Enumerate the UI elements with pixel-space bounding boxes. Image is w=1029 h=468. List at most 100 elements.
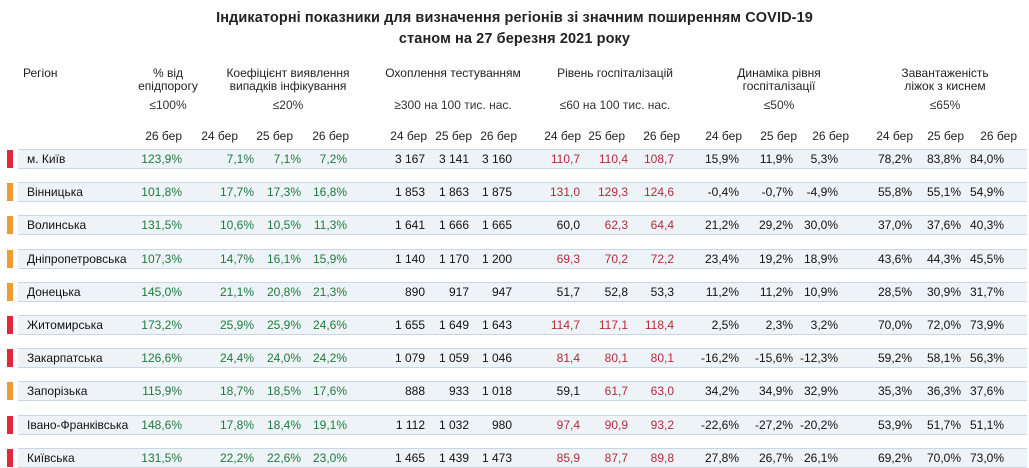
table-row: Івано-Франківська 148,6% 17,8% 18,4% 19,1% 1 … <box>0 415 1029 435</box>
table-row: Запорізька 115,9% 18,7% 18,5% 17,6% 888 933 1 0… <box>0 381 1029 401</box>
cell-detection-26: 19,1% <box>312 418 347 432</box>
cell-hosp-25: 90,9 <box>604 418 628 432</box>
table-row: Волинська 131,5% 10,6% 10,5% 11,3% 1 641 1 666… <box>0 215 1029 235</box>
cell-hosp-24: 81,4 <box>556 351 580 365</box>
cell-hosp-24: 97,4 <box>556 418 580 432</box>
cell-detection-25: 22,6% <box>266 451 301 465</box>
cell-threshold: 173,2% <box>141 318 182 332</box>
cell-testing-25: 933 <box>448 384 469 398</box>
cell-oxygen-24: 28,5% <box>877 285 912 299</box>
cell-testing-24: 1 112 <box>395 418 425 432</box>
cell-dynamics-26: 18,9% <box>803 252 838 266</box>
cell-testing-25: 1 439 <box>438 451 469 465</box>
orange-status-marker <box>7 216 13 234</box>
cell-dynamics-24: 2,5% <box>711 318 739 332</box>
cell-testing-26: 980 <box>491 418 512 432</box>
red-status-marker <box>7 416 13 434</box>
cell-detection-24: 17,7% <box>219 185 254 199</box>
cell-dynamics-25: 11,9% <box>759 152 793 166</box>
table-row: Закарпатська 126,6% 24,4% 24,0% 24,2% 1 079 1 … <box>0 348 1029 368</box>
cell-hosp-24: 51,7 <box>556 285 580 299</box>
date-testing-25: 25 бер <box>435 129 472 143</box>
cell-detection-24: 10,6% <box>219 218 254 232</box>
table-title: Індикаторні показники для визначення рег… <box>216 10 813 26</box>
red-status-marker <box>7 316 13 334</box>
cell-oxygen-26: 37,6% <box>969 384 1004 398</box>
table-subtitle: станом на 27 березня 2021 року <box>398 31 631 47</box>
cell-testing-26: 1 200 <box>481 252 512 266</box>
cell-threshold: 148,6% <box>141 418 182 432</box>
region-name: Волинська <box>27 218 87 232</box>
cell-oxygen-24: 35,3% <box>877 384 912 398</box>
cell-detection-24: 24,4% <box>219 351 254 365</box>
red-status-marker <box>7 349 13 367</box>
date-dynamics-24: 24 бер <box>705 129 742 143</box>
cell-detection-25: 17,3% <box>266 185 301 199</box>
cell-oxygen-26: 51,1% <box>969 418 1004 432</box>
cell-hosp-24: 131,0 <box>549 185 580 199</box>
cell-detection-25: 7,1% <box>273 152 301 166</box>
cell-testing-25: 1 649 <box>438 318 469 332</box>
cell-dynamics-24: -0,4% <box>707 185 739 199</box>
cell-hosp-26: 64,4 <box>650 218 674 232</box>
cell-detection-24: 25,9% <box>219 318 254 332</box>
cell-detection-26: 17,6% <box>312 384 347 398</box>
cell-dynamics-26: -20,2% <box>799 418 838 432</box>
region-name: Житомирська <box>27 318 103 332</box>
header-oxygen-line2: ліжок з киснем <box>904 79 986 93</box>
cell-oxygen-24: 55,8% <box>877 185 912 199</box>
cell-oxygen-24: 37,0% <box>877 218 912 232</box>
row-background <box>18 215 1027 235</box>
date-hosp-24: 24 бер <box>544 129 581 143</box>
cell-hosp-26: 80,1 <box>650 351 674 365</box>
cell-oxygen-25: 36,3% <box>926 384 961 398</box>
cell-detection-25: 18,4% <box>266 418 301 432</box>
date-hosp-25: 25 бер <box>588 129 625 143</box>
cell-oxygen-25: 83,8% <box>926 152 961 166</box>
cell-testing-24: 3 167 <box>394 152 425 166</box>
cell-dynamics-26: -12,3% <box>799 351 838 365</box>
cell-testing-25: 3 141 <box>438 152 469 166</box>
region-name: Донецька <box>27 285 81 299</box>
cell-detection-26: 24,6% <box>312 318 347 332</box>
date-hosp-26: 26 бер <box>643 129 680 143</box>
cell-testing-26: 1 665 <box>481 218 512 232</box>
cell-hosp-24: 110,7 <box>550 152 580 166</box>
header-detection-line2: випадків інфікування <box>229 79 347 93</box>
cell-oxygen-26: 73,9% <box>969 318 1004 332</box>
header-dynamics-line2: госпіталізації <box>742 79 816 93</box>
cell-oxygen-25: 44,3% <box>926 252 961 266</box>
cell-hosp-26: 89,8 <box>650 451 674 465</box>
cell-oxygen-26: 54,9% <box>969 185 1004 199</box>
date-threshold-26: 26 бер <box>145 129 182 143</box>
cell-detection-24: 14,7% <box>219 252 254 266</box>
cell-dynamics-26: 5,3% <box>810 152 838 166</box>
row-background <box>18 381 1027 401</box>
cell-oxygen-26: 40,3% <box>969 218 1004 232</box>
cell-testing-26: 1 875 <box>481 185 512 199</box>
red-status-marker <box>7 449 13 467</box>
cell-dynamics-25: -27,2% <box>754 418 793 432</box>
cell-detection-24: 17,8% <box>219 418 254 432</box>
region-name: Івано-Франківська <box>27 418 129 432</box>
cell-hosp-25: 61,7 <box>604 384 628 398</box>
cell-oxygen-24: 69,2% <box>877 451 912 465</box>
cell-hosp-25: 87,7 <box>604 451 628 465</box>
cell-dynamics-26: 32,9% <box>803 384 838 398</box>
table-row: Донецька 145,0% 21,1% 20,8% 21,3% 890 917 947 51… <box>0 282 1029 302</box>
table-row: Житомирська 173,2% 25,9% 25,9% 24,6% 1 655 1 6… <box>0 315 1029 335</box>
cell-hosp-26: 53,3 <box>650 285 674 299</box>
cell-testing-25: 1 170 <box>438 252 469 266</box>
cell-testing-24: 1 641 <box>394 218 425 232</box>
header-detection-line1: Коефіцієнт виявлення <box>226 66 350 80</box>
cell-detection-26: 7,2% <box>319 152 347 166</box>
cell-dynamics-25: 2,3% <box>765 318 793 332</box>
date-dynamics-26: 26 бер <box>812 129 849 143</box>
date-dynamics-25: 25 бер <box>760 129 797 143</box>
cell-dynamics-26: 30,0% <box>803 218 838 232</box>
cell-testing-25: 1 059 <box>438 351 469 365</box>
cell-dynamics-26: 10,9% <box>803 285 838 299</box>
header-testing: Охоплення тестуванням <box>385 66 521 80</box>
cell-oxygen-25: 58,1% <box>926 351 961 365</box>
cell-hosp-25: 117,1 <box>598 318 628 332</box>
